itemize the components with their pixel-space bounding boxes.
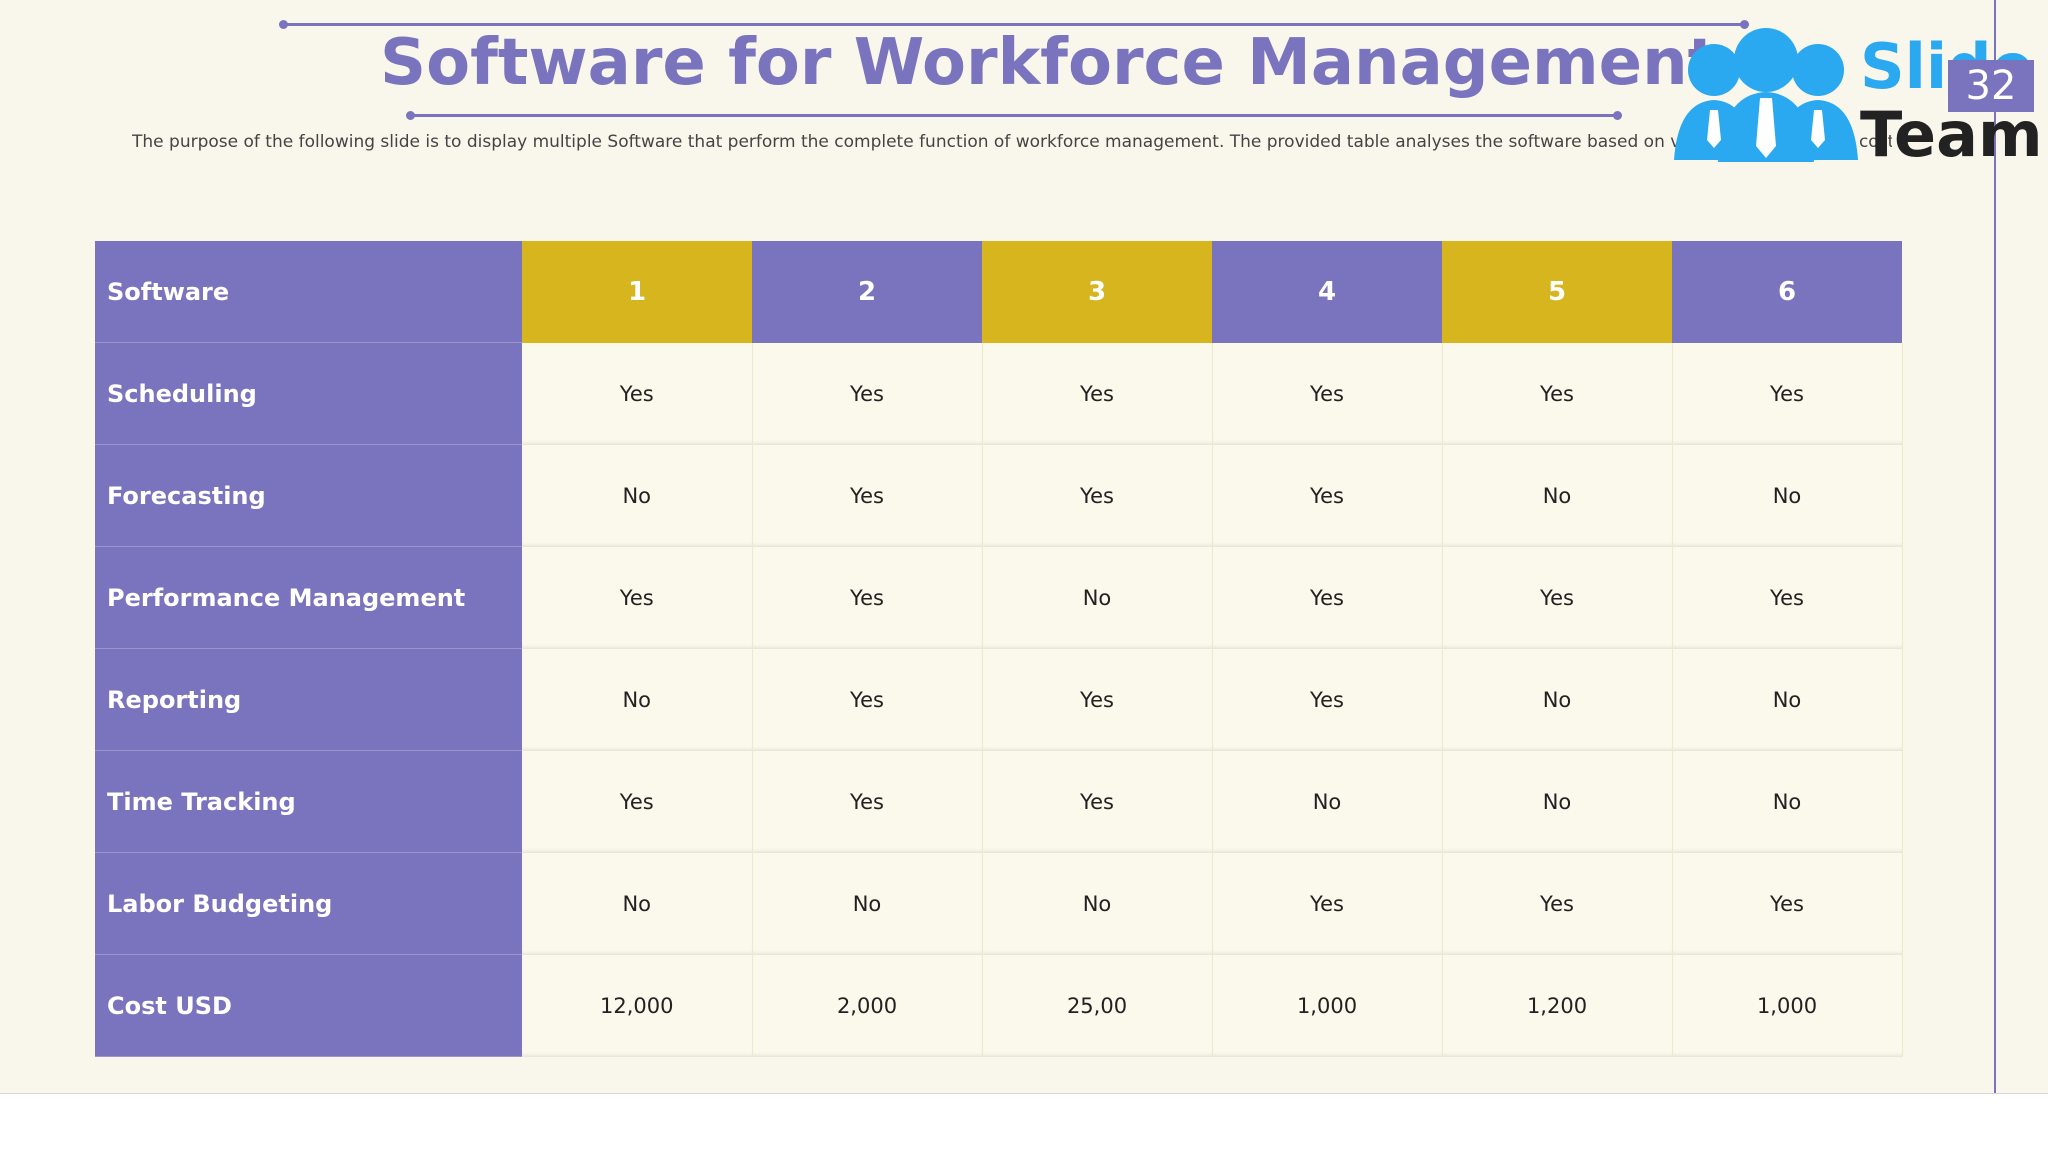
table-row: Forecasting No Yes Yes Yes No No (95, 444, 1903, 547)
table-cell: Yes (982, 342, 1213, 445)
right-border-line (1994, 0, 1996, 1093)
table-cell: Yes (982, 444, 1213, 547)
slide-description: The purpose of the following slide is to… (132, 132, 1892, 152)
row-label: Performance Management (95, 546, 522, 649)
table-cell: No (1442, 444, 1673, 547)
column-header: 5 (1442, 241, 1672, 343)
column-header: 3 (982, 241, 1212, 343)
table-cell: Yes (1672, 342, 1903, 445)
software-comparison-table: Software 1 2 3 4 5 6 Scheduling Yes Yes … (95, 241, 1903, 1057)
table-cell: Yes (752, 750, 983, 853)
table-cell: No (1212, 750, 1443, 853)
table-cell: Yes (1212, 444, 1443, 547)
table-cell: Yes (982, 648, 1213, 751)
table-cell: Yes (1672, 852, 1903, 955)
people-logo-icon (1674, 28, 1858, 162)
row-label: Reporting (95, 648, 522, 751)
table-cell: No (1672, 648, 1903, 751)
table-row: Performance Management Yes Yes No Yes Ye… (95, 546, 1903, 649)
column-header: 4 (1212, 241, 1442, 343)
table-cell: No (522, 444, 753, 547)
table-cell: No (1442, 648, 1673, 751)
table-cell: No (752, 852, 983, 955)
table-cell: Yes (1672, 546, 1903, 649)
page-number-badge: 32 (1948, 60, 2034, 112)
row-label: Labor Budgeting (95, 852, 522, 955)
table-cell: 1,000 (1212, 954, 1443, 1057)
table-cell: No (522, 648, 753, 751)
table-cell: Yes (1442, 546, 1673, 649)
table-row: Time Tracking Yes Yes Yes No No No (95, 750, 1903, 853)
table-cell: Yes (522, 546, 753, 649)
column-header: 6 (1672, 241, 1902, 343)
table-cell: Yes (752, 342, 983, 445)
table-cell: No (982, 852, 1213, 955)
table-row: Cost USD 12,000 2,000 25,00 1,000 1,200 … (95, 954, 1903, 1057)
table-cell: Yes (982, 750, 1213, 853)
title-top-rule (279, 20, 1749, 29)
table-cell: Yes (752, 648, 983, 751)
table-cell: 1,000 (1672, 954, 1903, 1057)
table-cell: Yes (1212, 342, 1443, 445)
title-bottom-rule (406, 111, 1622, 120)
page-title: Software for Workforce Management (380, 26, 1719, 100)
table-cell: Yes (1212, 852, 1443, 955)
header-label-cell: Software (95, 241, 522, 343)
table-cell: No (982, 546, 1213, 649)
row-label: Time Tracking (95, 750, 522, 853)
table-cell: 2,000 (752, 954, 983, 1057)
slide: Software for Workforce Management The pu… (0, 0, 2048, 1094)
row-label: Cost USD (95, 954, 522, 1057)
table-cell: Yes (1442, 852, 1673, 955)
table-cell: 1,200 (1442, 954, 1673, 1057)
table-cell: 25,00 (982, 954, 1213, 1057)
slideteam-logo: Slide Team (1668, 28, 2043, 171)
table-row: Labor Budgeting No No No Yes Yes Yes (95, 852, 1903, 955)
table-cell: Yes (522, 750, 753, 853)
row-label: Scheduling (95, 342, 522, 445)
column-header: 1 (522, 241, 752, 343)
table-header-row: Software 1 2 3 4 5 6 (95, 241, 1902, 343)
table-cell: Yes (1442, 342, 1673, 445)
table-cell: No (1442, 750, 1673, 853)
row-label: Forecasting (95, 444, 522, 547)
table-cell: Yes (752, 444, 983, 547)
table-cell: No (1672, 444, 1903, 547)
table-row: Reporting No Yes Yes Yes No No (95, 648, 1903, 751)
column-header: 2 (752, 241, 982, 343)
table-cell: 12,000 (522, 954, 753, 1057)
table-cell: No (1672, 750, 1903, 853)
table-cell: Yes (1212, 546, 1443, 649)
table-row: Scheduling Yes Yes Yes Yes Yes Yes (95, 342, 1903, 445)
table-cell: No (522, 852, 753, 955)
table-cell: Yes (522, 342, 753, 445)
table-cell: Yes (1212, 648, 1443, 751)
table-cell: Yes (752, 546, 983, 649)
